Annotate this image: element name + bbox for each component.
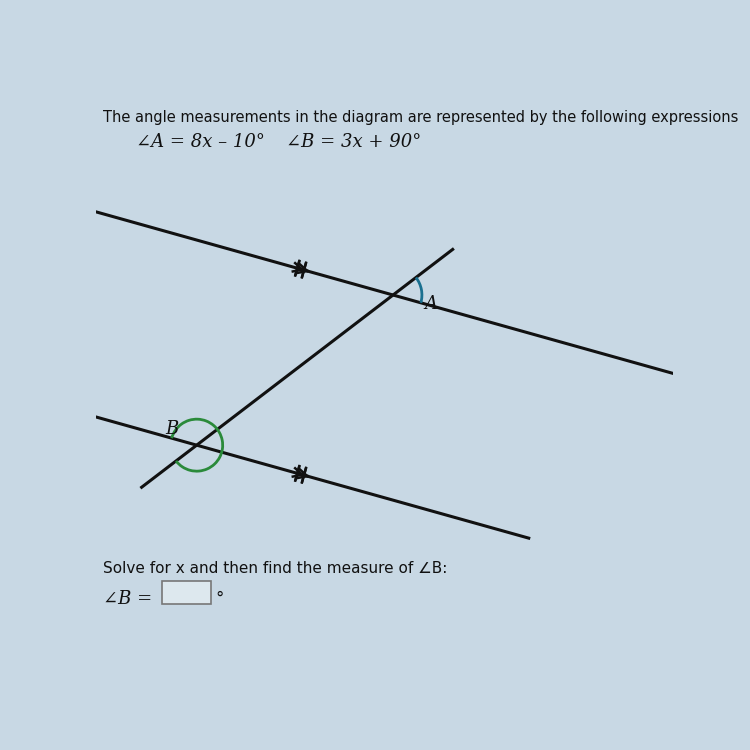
Text: °: °	[216, 590, 224, 608]
Text: ∠A = 8x – 10°: ∠A = 8x – 10°	[136, 134, 265, 152]
Text: ∠B =: ∠B =	[104, 590, 152, 608]
Bar	[162, 581, 211, 604]
Text: A: A	[424, 296, 438, 314]
Text: B: B	[165, 419, 178, 437]
Text: The angle measurements in the diagram are represented by the following expressio: The angle measurements in the diagram ar…	[104, 110, 739, 125]
Text: ∠B = 3x + 90°: ∠B = 3x + 90°	[286, 134, 422, 152]
Text: Solve for x and then find the measure of ∠B:: Solve for x and then find the measure of…	[104, 561, 448, 576]
